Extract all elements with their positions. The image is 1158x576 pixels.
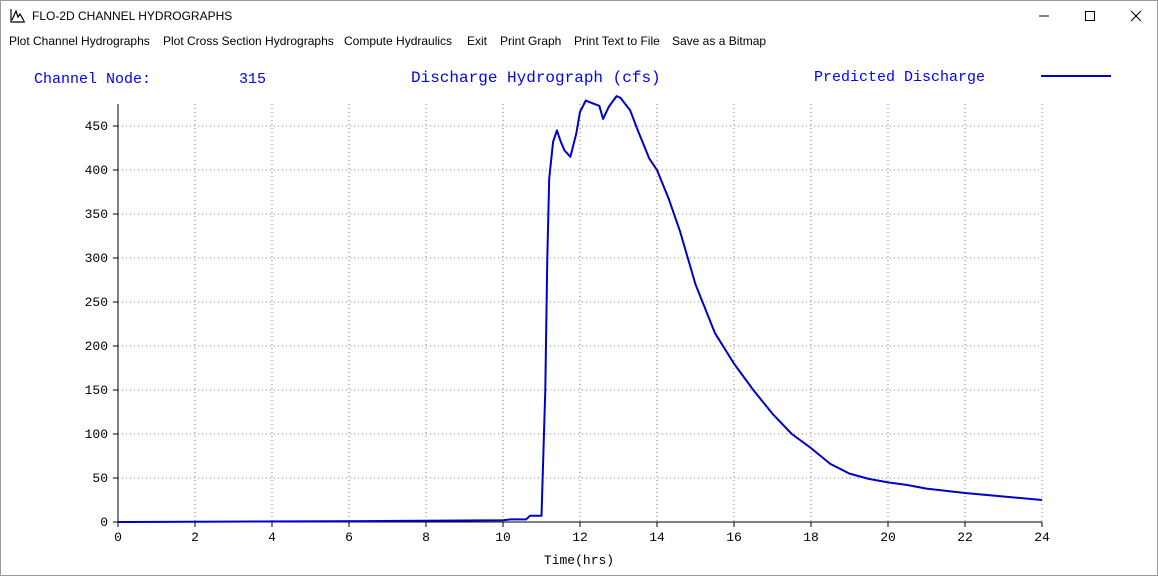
y-tick-label: 200 xyxy=(85,339,108,354)
menu-save-as-bitmap[interactable]: Save as a Bitmap xyxy=(672,34,767,48)
x-tick-label: 10 xyxy=(495,530,511,545)
close-button[interactable] xyxy=(1113,1,1158,31)
x-axis-label: Time(hrs) xyxy=(544,553,614,568)
y-tick-label: 450 xyxy=(85,119,108,134)
menu-plot-cross-section-hydrographs[interactable]: Plot Cross Section Hydrographs xyxy=(163,34,334,48)
x-tick-label: 20 xyxy=(880,530,896,545)
x-tick-label: 8 xyxy=(422,530,430,545)
menu-print-graph[interactable]: Print Graph xyxy=(500,34,562,48)
y-tick-label: 350 xyxy=(85,207,108,222)
x-tick-label: 22 xyxy=(957,530,973,545)
x-tick-label: 0 xyxy=(114,530,122,545)
node-label: Channel Node: xyxy=(34,71,151,88)
node-value: 315 xyxy=(239,71,266,88)
chart-title: Discharge Hydrograph (cfs) xyxy=(411,69,661,87)
series-line-predicted-discharge xyxy=(117,95,1043,523)
minimize-icon xyxy=(1039,15,1049,17)
y-tick-label: 50 xyxy=(92,471,108,486)
maximize-button[interactable] xyxy=(1067,1,1113,31)
y-tick-label: 400 xyxy=(85,163,108,178)
hydrograph-app-icon xyxy=(10,9,25,23)
menu-bar: Plot Channel Hydrographs Plot Cross Sect… xyxy=(1,31,1157,51)
y-tick-label: 300 xyxy=(85,251,108,266)
discharge-hydrograph-chart: Channel Node: 315 Discharge Hydrograph (… xyxy=(34,69,1111,568)
legend-label: Predicted Discharge xyxy=(814,69,985,86)
x-tick-label: 6 xyxy=(345,530,353,545)
x-tick-label: 4 xyxy=(268,530,276,545)
maximize-icon xyxy=(1085,11,1095,21)
menu-print-text-to-file[interactable]: Print Text to File xyxy=(574,34,660,48)
close-icon xyxy=(1130,10,1142,22)
y-tick-label: 100 xyxy=(85,427,108,442)
menu-plot-channel-hydrographs[interactable]: Plot Channel Hydrographs xyxy=(9,34,150,48)
minimize-button[interactable] xyxy=(1021,1,1067,31)
x-tick-label: 14 xyxy=(649,530,665,545)
chart-area: Channel Node: 315 Discharge Hydrograph (… xyxy=(1,51,1157,575)
menu-exit[interactable]: Exit xyxy=(467,34,488,48)
x-tick-label: 16 xyxy=(726,530,742,545)
menu-compute-hydraulics[interactable]: Compute Hydraulics xyxy=(344,34,453,48)
y-tick-label: 150 xyxy=(85,383,108,398)
x-tick-label: 18 xyxy=(803,530,819,545)
y-tick-label: 250 xyxy=(85,295,108,310)
x-tick-label: 2 xyxy=(191,530,199,545)
y-tick-label: 0 xyxy=(100,515,108,530)
window-title: FLO-2D CHANNEL HYDROGRAPHS xyxy=(32,9,233,23)
title-bar[interactable]: FLO-2D CHANNEL HYDROGRAPHS xyxy=(1,1,1157,31)
x-tick-label: 24 xyxy=(1034,530,1050,545)
x-tick-label: 12 xyxy=(572,530,588,545)
